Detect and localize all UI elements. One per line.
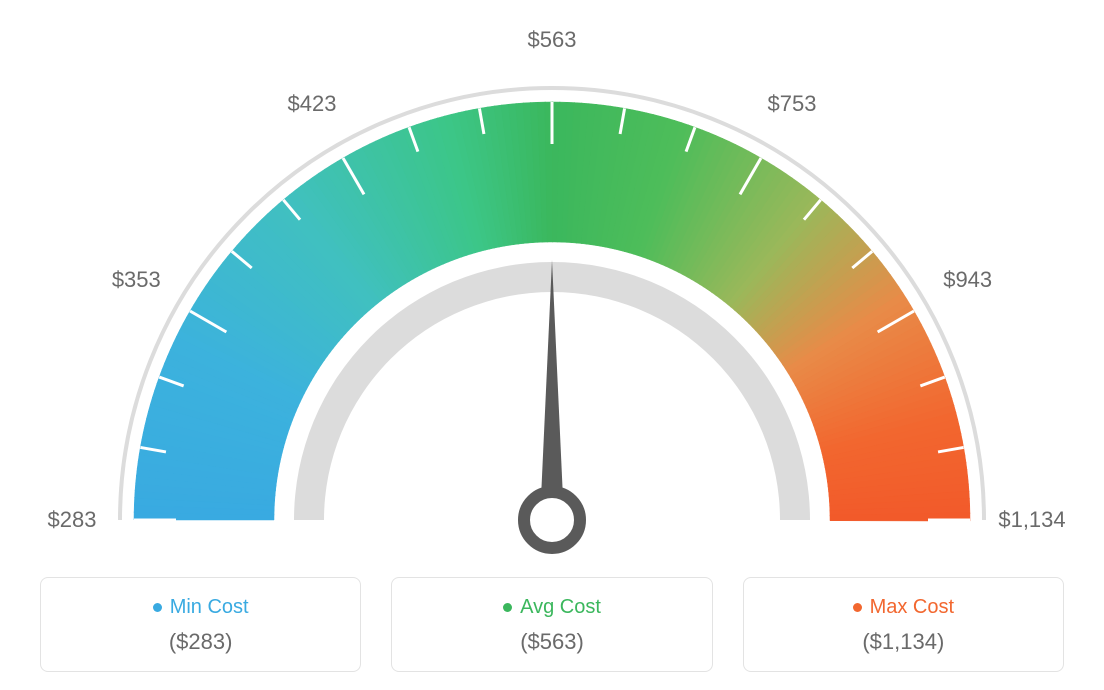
- gauge-tick-label: $563: [528, 27, 577, 53]
- gauge-tick-label: $943: [943, 267, 992, 293]
- gauge-tick-label: $1,134: [998, 507, 1065, 533]
- legend-value-max: ($1,134): [754, 629, 1053, 655]
- legend-title-max: Max Cost: [853, 596, 954, 619]
- legend-value-min: ($283): [51, 629, 350, 655]
- legend-label-avg: Avg Cost: [520, 596, 601, 619]
- legend-card-max: Max Cost ($1,134): [743, 577, 1064, 672]
- legend-label-max: Max Cost: [870, 596, 954, 619]
- legend-card-avg: Avg Cost ($563): [391, 577, 712, 672]
- legend-value-avg: ($563): [402, 629, 701, 655]
- legend-row: Min Cost ($283) Avg Cost ($563) Max Cost…: [0, 577, 1104, 672]
- legend-label-min: Min Cost: [170, 596, 249, 619]
- legend-dot-max: [853, 603, 862, 612]
- legend-card-min: Min Cost ($283): [40, 577, 361, 672]
- legend-dot-min: [153, 603, 162, 612]
- gauge-tick-label: $753: [768, 91, 817, 117]
- cost-gauge: $283 $353 $423 $563 $753 $943 $1,134: [0, 0, 1104, 560]
- gauge-tick-label: $353: [112, 267, 161, 293]
- legend-title-avg: Avg Cost: [503, 596, 601, 619]
- legend-dot-avg: [503, 603, 512, 612]
- legend-title-min: Min Cost: [153, 596, 249, 619]
- gauge-svg: [0, 0, 1104, 560]
- gauge-tick-label: $423: [288, 91, 337, 117]
- gauge-tick-label: $283: [48, 507, 97, 533]
